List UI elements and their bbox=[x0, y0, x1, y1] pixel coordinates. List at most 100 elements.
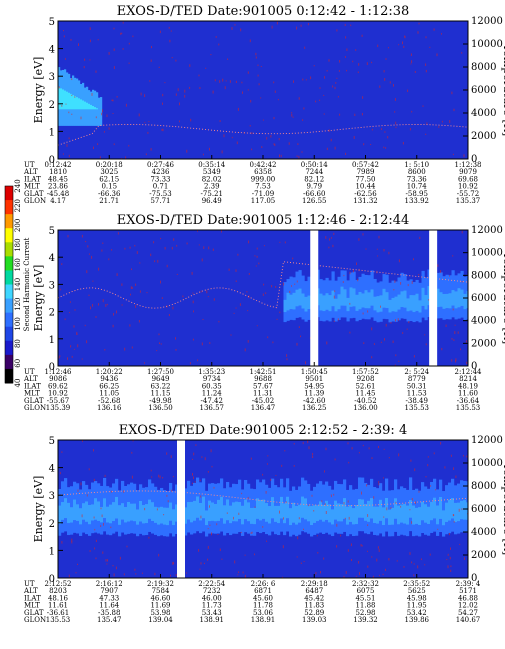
orbit-row-value: 140.67 bbox=[456, 616, 481, 624]
noise-speck bbox=[424, 334, 426, 336]
noise-speck bbox=[101, 514, 103, 518]
noise-speck bbox=[175, 93, 177, 96]
noise-speck bbox=[124, 247, 126, 250]
orbit-row-value: -71.09 bbox=[252, 190, 274, 198]
noise-speck bbox=[78, 43, 79, 47]
band-core bbox=[220, 496, 224, 519]
y2-tick-label: 2000 bbox=[471, 550, 496, 561]
noise-speck bbox=[95, 70, 97, 73]
noise-speck bbox=[395, 126, 397, 129]
noise-speck bbox=[291, 285, 292, 287]
noise-speck bbox=[367, 514, 369, 517]
orbit-row-label: GLON bbox=[24, 197, 46, 205]
noise-speck bbox=[241, 492, 243, 495]
noise-speck bbox=[450, 569, 452, 573]
noise-speck bbox=[308, 505, 310, 507]
noise-speck bbox=[313, 510, 315, 512]
band-core bbox=[451, 290, 455, 306]
noise-speck bbox=[241, 81, 243, 84]
orbit-row-value: 11.73 bbox=[202, 602, 222, 610]
band-core bbox=[358, 291, 362, 310]
band-core bbox=[409, 295, 413, 311]
noise-speck bbox=[436, 53, 438, 57]
band-core bbox=[379, 499, 383, 521]
burst-core bbox=[64, 90, 67, 110]
band-core bbox=[118, 505, 122, 525]
burst-core bbox=[80, 99, 83, 110]
noise-speck bbox=[430, 485, 432, 487]
noise-speck bbox=[337, 318, 339, 321]
noise-speck bbox=[291, 112, 293, 114]
noise-speck bbox=[63, 35, 65, 38]
noise-speck bbox=[101, 112, 103, 116]
burst bbox=[98, 97, 101, 126]
band-core bbox=[439, 292, 443, 307]
y-tick-label: 1 bbox=[49, 127, 55, 138]
plot-area bbox=[58, 440, 468, 578]
band-core bbox=[463, 293, 467, 310]
orbit-row-value: 82.12 bbox=[304, 175, 324, 183]
noise-speck bbox=[288, 142, 290, 145]
colorbar-tick-label: 240 bbox=[14, 179, 22, 192]
band-core bbox=[349, 287, 353, 307]
orbit-row-label: ILAT bbox=[24, 175, 41, 183]
orbit-row-value: 2:19:32 bbox=[147, 580, 174, 588]
orbit-row-value: 21.71 bbox=[99, 197, 119, 205]
noise-speck bbox=[230, 334, 232, 336]
noise-speck bbox=[296, 155, 298, 157]
noise-speck bbox=[373, 343, 375, 345]
noise-speck bbox=[452, 153, 454, 156]
band-core bbox=[184, 507, 188, 524]
noise-speck bbox=[383, 448, 385, 450]
noise-speck bbox=[154, 260, 156, 263]
noise-speck bbox=[354, 113, 356, 117]
noise-speck bbox=[257, 64, 259, 67]
noise-speck bbox=[453, 467, 455, 471]
orbit-row-value: 9734 bbox=[203, 375, 221, 383]
orbit-row-value: 6487 bbox=[305, 587, 323, 595]
noise-speck bbox=[291, 113, 293, 117]
noise-speck bbox=[158, 333, 160, 336]
orbit-row-value: 60.35 bbox=[202, 382, 222, 390]
noise-speck bbox=[407, 89, 409, 92]
band-core bbox=[247, 502, 251, 522]
data-gap bbox=[177, 440, 185, 578]
burst-core bbox=[94, 107, 97, 110]
orbit-row-value: 131.32 bbox=[353, 197, 378, 205]
noise-speck bbox=[203, 246, 205, 249]
noise-speck bbox=[249, 39, 251, 43]
noise-speck bbox=[459, 543, 461, 545]
burst-core bbox=[60, 88, 63, 110]
noise-speck bbox=[390, 321, 392, 324]
noise-speck bbox=[435, 489, 436, 491]
orbit-row-value: 50.31 bbox=[407, 382, 427, 390]
noise-speck bbox=[211, 465, 213, 468]
noise-speck bbox=[250, 457, 252, 460]
orbit-row-value: 0.71 bbox=[153, 183, 169, 191]
y-tick-label: 2 bbox=[49, 100, 55, 111]
noise-speck bbox=[457, 331, 459, 334]
burst-core bbox=[90, 104, 93, 110]
noise-speck bbox=[441, 33, 442, 35]
orbit-row-value: 7244 bbox=[305, 168, 323, 176]
orbit-row-value: -38.49 bbox=[406, 397, 428, 405]
noise-speck bbox=[192, 482, 193, 484]
noise-speck bbox=[244, 574, 246, 578]
noise-speck bbox=[63, 30, 64, 32]
noise-speck bbox=[308, 446, 310, 450]
noise-speck bbox=[455, 360, 457, 363]
orbit-row-label: GLAT bbox=[24, 190, 44, 198]
orbit-row-value: -66.60 bbox=[303, 190, 325, 198]
noise-speck bbox=[411, 110, 413, 113]
noise-speck bbox=[328, 59, 330, 62]
noise-speck bbox=[275, 474, 277, 476]
band-core bbox=[361, 293, 365, 308]
temperature-curve bbox=[58, 124, 468, 146]
noise-speck bbox=[251, 531, 253, 534]
noise-speck bbox=[397, 318, 399, 322]
noise-speck bbox=[363, 342, 365, 345]
noise-speck bbox=[371, 128, 373, 131]
noise-speck bbox=[160, 343, 162, 345]
noise-speck bbox=[212, 248, 214, 251]
y2-tick-label: 2000 bbox=[471, 131, 496, 142]
